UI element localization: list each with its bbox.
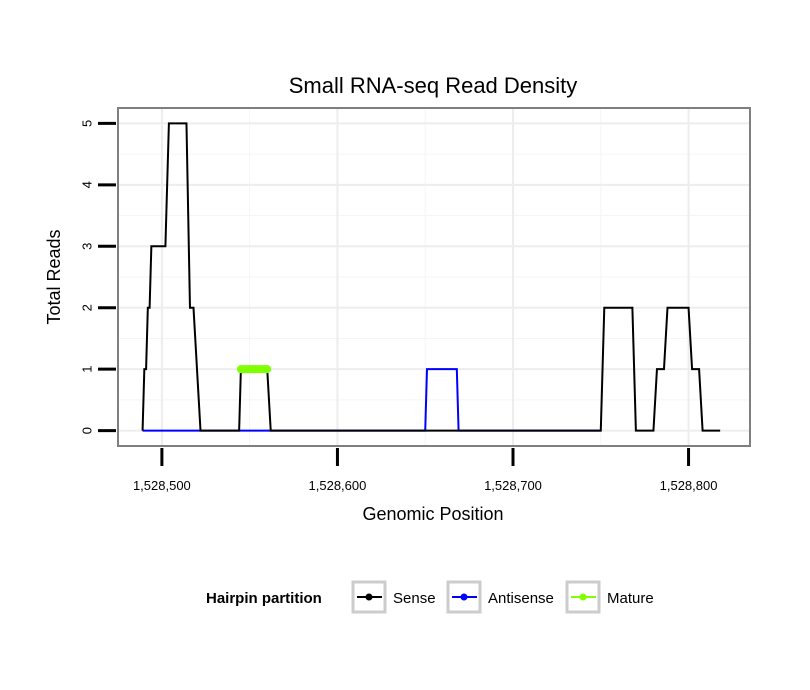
y-tick-label: 3 bbox=[80, 243, 95, 250]
y-tick-label: 2 bbox=[80, 304, 95, 311]
plot-border bbox=[117, 107, 751, 447]
legend-label-mature: Mature bbox=[607, 590, 654, 607]
legend-item-antisense: Antisense bbox=[446, 580, 554, 614]
legend-dot-antisense bbox=[460, 593, 468, 601]
legend-label-sense: Sense bbox=[393, 590, 436, 607]
y-tick-label: 5 bbox=[80, 120, 95, 127]
x-tick-label: 1,528,700 bbox=[484, 478, 542, 493]
legend-label-antisense: Antisense bbox=[488, 590, 554, 607]
x-tick-label: 1,528,800 bbox=[660, 478, 718, 493]
x-tick-label: 1,528,500 bbox=[133, 478, 191, 493]
y-axis-title: Total Reads bbox=[44, 229, 64, 324]
legend: Hairpin partition Sense Antisense Mature bbox=[206, 580, 654, 614]
legend-title: Hairpin partition bbox=[206, 590, 322, 607]
legend-dot-mature bbox=[579, 593, 587, 601]
series-layer bbox=[141, 122, 721, 432]
legend-dot-sense bbox=[365, 593, 373, 601]
legend-item-sense: Sense bbox=[351, 580, 436, 614]
chart-title: Small RNA-seq Read Density bbox=[289, 73, 578, 98]
legend-item-mature: Mature bbox=[565, 580, 654, 614]
y-tick-label: 0 bbox=[80, 427, 95, 434]
x-axis: 1,528,500 1,528,600 1,528,700 1,528,800 bbox=[133, 448, 718, 493]
y-axis: 0 1 2 3 4 5 bbox=[80, 120, 116, 434]
x-axis-title: Genomic Position bbox=[362, 504, 503, 524]
series-line-sense bbox=[141, 122, 721, 432]
x-tick-label: 1,528,600 bbox=[309, 478, 367, 493]
y-tick-label: 1 bbox=[80, 366, 95, 373]
y-tick-label: 4 bbox=[80, 181, 95, 188]
